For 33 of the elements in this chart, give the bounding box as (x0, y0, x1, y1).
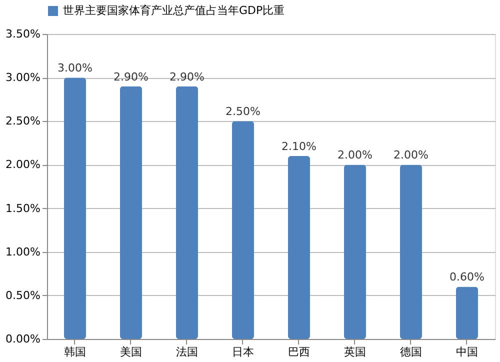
x-tick-label: 德国 (400, 346, 422, 358)
text: 2.90% (114, 70, 148, 84)
text: 2.00% (338, 148, 372, 162)
bar (288, 156, 310, 339)
text: 2.90% (170, 70, 204, 84)
y-tick-label: 1.00% (6, 245, 40, 258)
x-tick-label: 英国 (344, 346, 366, 358)
x-tick-label: 日本 (232, 346, 254, 358)
bar (456, 286, 478, 339)
y-tick-label: 2.50% (6, 114, 40, 128)
bar (64, 78, 86, 339)
y-tick-label: 3.50% (6, 28, 40, 40)
bar (120, 86, 142, 339)
y-tick-label: 0.50% (6, 288, 40, 302)
x-tick-label: 中国 (456, 346, 478, 358)
x-tick-label: 法国 (176, 346, 198, 358)
x-tick-label: 美国 (120, 346, 142, 358)
bar (400, 164, 422, 339)
text: 2.10% (282, 140, 316, 153)
bar (232, 121, 254, 339)
text: 0.60% (450, 270, 484, 284)
bar (176, 86, 198, 339)
text: 2.50% (226, 105, 260, 118)
legend-label: 世界主要国家体育产业总产值占当年GDP比重 (63, 4, 285, 17)
text: 2.00% (394, 148, 428, 162)
y-tick-label: 2.00% (6, 158, 40, 172)
y-tick-label: 1.50% (6, 202, 40, 215)
x-tick-label: 韩国 (64, 346, 86, 358)
y-tick-label: 3.00% (6, 71, 40, 84)
y-tick-label: 0.00% (6, 332, 40, 346)
bar (344, 164, 366, 339)
x-tick-label: 巴西 (288, 346, 310, 358)
text: 3.00% (58, 62, 92, 75)
